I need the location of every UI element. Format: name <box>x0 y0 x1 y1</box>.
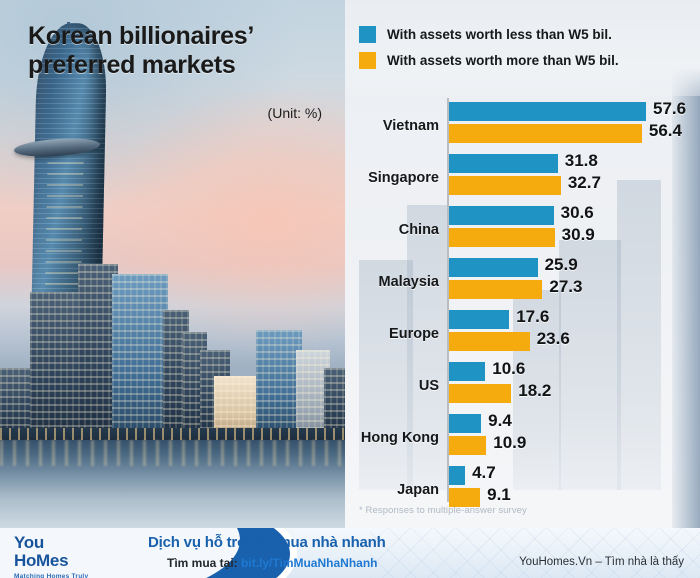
banner-swoosh-inner <box>0 528 240 578</box>
legend-swatch-blue-icon <box>359 26 376 43</box>
legend-label-more-than: With assets worth more than W5 bil. <box>387 53 619 68</box>
value-axis-line <box>447 98 449 502</box>
category-label-europe: Europe <box>389 326 439 342</box>
bar-vietnam-series2 <box>449 124 642 143</box>
value-label-china-series2: 30.9 <box>561 225 595 244</box>
category-label-singapore: Singapore <box>368 170 439 186</box>
chart-row: Hong Kong 9.4 10.9 <box>345 411 700 464</box>
bar-us-series1 <box>449 362 486 381</box>
bar-us-series2 <box>449 384 512 403</box>
banner-subline: Tìm mua tại: bit.ly/TimMuaNhaNhanh <box>167 556 377 570</box>
logo-line-you: You <box>14 533 44 552</box>
legend-item-less-than: With assets worth less than W5 bil. <box>359 26 619 43</box>
banner-pattern <box>370 528 700 578</box>
value-label-singapore-series2: 32.7 <box>567 173 601 192</box>
bar-malaysia-series2 <box>449 280 543 299</box>
bar-singapore-series2 <box>449 176 561 195</box>
chart-row: Singapore 31.8 32.7 <box>345 151 700 204</box>
page-title: Korean billionaires’ preferred markets <box>28 22 253 80</box>
value-label-china-series1: 30.6 <box>560 203 594 222</box>
value-label-japan-series1: 4.7 <box>472 463 496 482</box>
chart-legend: With assets worth less than W5 bil. With… <box>359 26 619 78</box>
value-label-hong-kong-series2: 10.9 <box>493 433 527 452</box>
bottom-banner: You HoMes Matching Homes Truly Dịch vụ h… <box>0 528 700 578</box>
value-label-us-series2: 18.2 <box>518 381 552 400</box>
chart-row: Malaysia 25.9 27.3 <box>345 255 700 308</box>
banner-sub-prefix: Tìm mua tại: <box>167 556 238 570</box>
bar-japan-series2 <box>449 488 481 507</box>
bar-singapore-series1 <box>449 154 558 173</box>
value-label-vietnam-series2: 56.4 <box>648 121 682 140</box>
value-label-japan-series2: 9.1 <box>487 485 511 504</box>
logo-tagline: Matching Homes Truly <box>14 572 89 578</box>
value-label-singapore-series1: 31.8 <box>564 151 598 170</box>
bar-vietnam-series1 <box>449 102 646 121</box>
bar-europe-series2 <box>449 332 530 351</box>
category-label-japan: Japan <box>397 482 439 498</box>
panel-top-fade <box>345 0 700 96</box>
bar-china-series2 <box>449 228 555 247</box>
legend-swatch-orange-icon <box>359 52 376 69</box>
legend-label-less-than: With assets worth less than W5 bil. <box>387 27 612 42</box>
value-label-europe-series2: 23.6 <box>536 329 570 348</box>
river <box>0 440 345 528</box>
legend-item-more-than: With assets worth more than W5 bil. <box>359 52 619 69</box>
youhomes-logo[interactable]: You HoMes Matching Homes Truly <box>14 534 132 578</box>
banner-headline: Dịch vụ hỗ trợ tìm mua nhà nhanh <box>148 534 386 551</box>
value-label-hong-kong-series1: 9.4 <box>488 411 512 430</box>
bar-hong-kong-series2 <box>449 436 487 455</box>
skyline-buildings <box>0 252 345 442</box>
value-label-vietnam-series1: 57.6 <box>652 99 687 118</box>
bar-china-series1 <box>449 206 554 225</box>
chart-row: Europe 17.6 23.6 <box>345 307 700 360</box>
unit-note: (Unit: %) <box>267 105 322 121</box>
banner-link[interactable]: bit.ly/TimMuaNhaNhanh <box>241 556 378 570</box>
chart-row: Japan 4.7 9.1 <box>345 463 700 516</box>
chart-row: China 30.6 30.9 <box>345 203 700 256</box>
chart-row: US 10.6 18.2 <box>345 359 700 412</box>
bar-europe-series1 <box>449 310 510 329</box>
category-label-hong-kong: Hong Kong <box>360 430 439 446</box>
value-label-europe-series1: 17.6 <box>516 307 550 326</box>
city-skyline-photo <box>0 0 345 528</box>
category-label-china: China <box>398 222 439 238</box>
category-label-malaysia: Malaysia <box>378 274 439 290</box>
value-label-us-series1: 10.6 <box>492 359 526 378</box>
banner-right-text: YouHomes.Vn – Tìm nhà là thấy <box>519 556 684 568</box>
chart-plot-area: Vietnam 57.6 56.4 Singapore 31.8 32.7 China 30.… <box>345 96 700 516</box>
chart-row: Vietnam 57.6 56.4 <box>345 99 700 152</box>
chart-footnote: * Responses to multiple-answer survey <box>359 505 527 516</box>
bar-hong-kong-series1 <box>449 414 482 433</box>
category-label-us: US <box>418 378 439 394</box>
bar-malaysia-series1 <box>449 258 538 277</box>
logo-line-homes: HoMes <box>14 551 69 570</box>
bar-japan-series1 <box>449 466 466 485</box>
chart-panel: With assets worth less than W5 bil. With… <box>345 0 700 528</box>
category-label-vietnam: Vietnam <box>382 118 439 134</box>
value-label-malaysia-series1: 25.9 <box>544 255 578 274</box>
value-label-malaysia-series2: 27.3 <box>549 277 583 296</box>
